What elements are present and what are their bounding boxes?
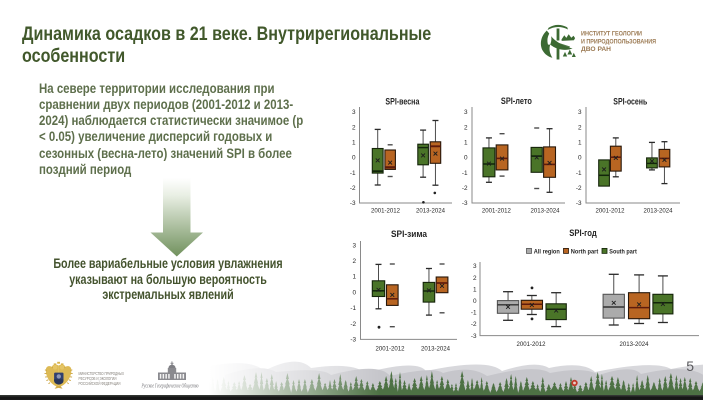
- svg-text:North part: North part: [571, 249, 599, 256]
- svg-text:SPI-осень: SPI-осень: [613, 96, 647, 107]
- svg-text:1: 1: [578, 140, 582, 147]
- svg-text:-1: -1: [576, 170, 582, 177]
- svg-text:МИНИСТЕРСТВО ПРИРОДНЫХ: МИНИСТЕРСТВО ПРИРОДНЫХ: [79, 371, 125, 376]
- svg-text:SPI-зима: SPI-зима: [391, 228, 428, 239]
- svg-text:-1: -1: [471, 310, 477, 317]
- svg-text:-1: -1: [350, 305, 356, 312]
- svg-text:2013-2024: 2013-2024: [644, 207, 674, 214]
- svg-text:-3: -3: [576, 200, 582, 207]
- svg-text:2: 2: [352, 258, 356, 265]
- svg-text:ИНСТИТУТ ГЕОЛОГИИ: ИНСТИТУТ ГЕОЛОГИИ: [581, 31, 642, 38]
- svg-text:3: 3: [578, 109, 582, 116]
- svg-text:1: 1: [464, 140, 468, 147]
- svg-text:2013-2024: 2013-2024: [620, 341, 650, 348]
- svg-text:-3: -3: [350, 337, 356, 344]
- svg-text:2013-2024: 2013-2024: [416, 207, 446, 214]
- svg-text:2013-2024: 2013-2024: [421, 345, 451, 352]
- svg-text:-2: -2: [576, 185, 582, 192]
- svg-text:РОССИЙСКОЙ ФЕДЕРАЦИИ: РОССИЙСКОЙ ФЕДЕРАЦИИ: [79, 379, 121, 386]
- svg-text:2: 2: [473, 275, 477, 282]
- svg-text:0: 0: [473, 298, 477, 305]
- svg-text:-2: -2: [350, 185, 356, 192]
- svg-text:SPI-год: SPI-год: [569, 227, 597, 238]
- svg-text:SPI-лето: SPI-лето: [501, 95, 532, 106]
- svg-text:2: 2: [578, 124, 582, 131]
- svg-text:-1: -1: [462, 170, 468, 177]
- svg-text:ДВО РАН: ДВО РАН: [581, 46, 611, 53]
- svg-text:-2: -2: [350, 321, 356, 328]
- svg-text:-3: -3: [462, 200, 468, 207]
- svg-text:3: 3: [352, 109, 356, 116]
- svg-text:2001-2012: 2001-2012: [517, 341, 547, 348]
- svg-text:2001-2012: 2001-2012: [596, 207, 626, 214]
- svg-text:0: 0: [352, 155, 356, 162]
- svg-text:-3: -3: [350, 200, 356, 207]
- svg-text:2: 2: [464, 124, 468, 131]
- svg-text:All region: All region: [534, 249, 560, 256]
- svg-text:3: 3: [473, 263, 477, 270]
- svg-text:1: 1: [473, 286, 477, 293]
- svg-text:0: 0: [464, 155, 468, 162]
- svg-text:2001-2012: 2001-2012: [482, 207, 512, 214]
- svg-text:-3: -3: [471, 333, 477, 340]
- svg-text:SPI-весна: SPI-весна: [385, 95, 420, 106]
- svg-text:1: 1: [352, 140, 356, 147]
- svg-text:2001-2012: 2001-2012: [371, 207, 401, 214]
- svg-text:2013-2024: 2013-2024: [531, 207, 561, 214]
- svg-text:2: 2: [352, 124, 356, 131]
- svg-text:Русское Географическое Обществ: Русское Географическое Общество: [141, 382, 199, 389]
- svg-text:5: 5: [686, 358, 694, 374]
- svg-text:1: 1: [352, 274, 356, 281]
- svg-text:-2: -2: [471, 321, 477, 328]
- svg-text:РЕСУРСОВ И ЭКОЛОГИИ: РЕСУРСОВ И ЭКОЛОГИИ: [79, 376, 117, 381]
- svg-text:South part: South part: [609, 249, 637, 256]
- svg-text:И ПРИРОДОПОЛЬЗОВАНИЯ: И ПРИРОДОПОЛЬЗОВАНИЯ: [581, 38, 656, 45]
- svg-text:-1: -1: [350, 170, 356, 177]
- svg-text:-2: -2: [462, 185, 468, 192]
- svg-text:0: 0: [352, 289, 356, 296]
- svg-text:3: 3: [464, 109, 468, 116]
- svg-text:3: 3: [352, 242, 356, 249]
- svg-text:0: 0: [578, 155, 582, 162]
- svg-text:2001-2012: 2001-2012: [376, 345, 406, 352]
